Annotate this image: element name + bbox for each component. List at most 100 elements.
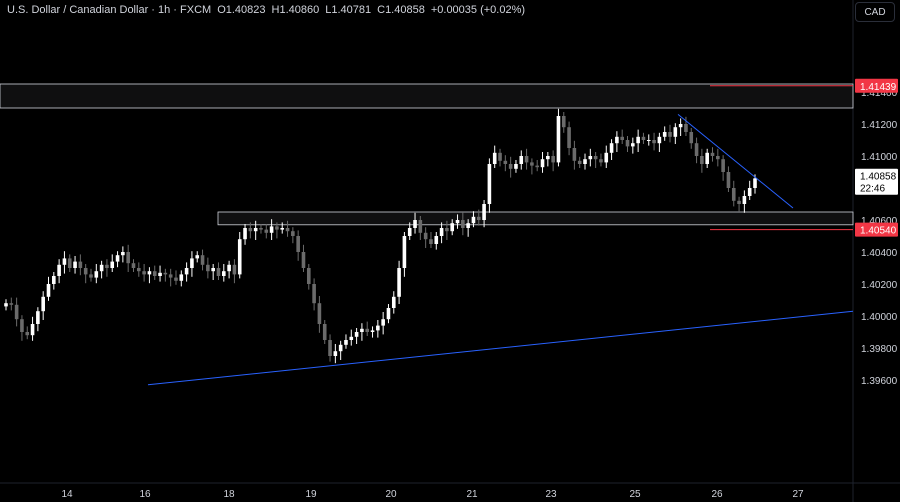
candle-body: [25, 332, 30, 336]
candle-body: [285, 228, 290, 232]
candle-body: [524, 156, 529, 163]
candle-body: [540, 159, 545, 168]
candle-body: [439, 228, 444, 236]
candle-body: [742, 196, 747, 204]
candle-body: [30, 324, 35, 336]
candle-body: [609, 143, 614, 153]
candle-body: [280, 228, 285, 230]
x-tick-label: 18: [223, 489, 235, 500]
candle-body: [365, 328, 370, 332]
candle-body: [423, 232, 428, 240]
candle-body: [370, 330, 375, 332]
x-tick-label: 25: [629, 489, 641, 500]
candle-body: [344, 340, 348, 345]
candle-body: [705, 152, 709, 164]
y-tick-label: 1.41400: [861, 88, 898, 99]
y-tick-label: 1.40600: [861, 216, 898, 227]
candle-body: [57, 264, 61, 276]
y-tick-label: 1.41000: [861, 152, 898, 163]
candle-body: [306, 268, 311, 284]
rising-support-trendline: [147, 310, 854, 386]
candle-body: [700, 156, 704, 164]
candle-body: [620, 136, 624, 140]
y-tick-label: 1.40400: [861, 248, 898, 259]
candle-body: [200, 255, 205, 265]
candle-body: [551, 156, 555, 163]
change-value: +0.00035 (+0.02%): [430, 4, 526, 16]
candle-body: [731, 188, 736, 201]
candle-body: [668, 132, 672, 137]
candle-body: [461, 220, 465, 228]
high-value: H1.40860: [271, 4, 320, 16]
candle-body: [546, 156, 550, 160]
support-price-value: 1.40540: [860, 226, 897, 237]
chart-header: U.S. Dollar / Canadian Dollar · 1h · FXC…: [7, 4, 525, 16]
low-value: L1.40781: [325, 4, 372, 16]
candle-body: [413, 220, 417, 228]
candle-body: [232, 264, 237, 275]
candle-body: [678, 124, 683, 128]
symbol-title[interactable]: U.S. Dollar / Canadian Dollar · 1h · FXC…: [7, 4, 212, 16]
x-tick-label: 27: [792, 489, 804, 500]
candle-body: [237, 239, 242, 275]
candle-body: [535, 165, 540, 168]
candle-body: [689, 132, 694, 144]
candle-body: [482, 204, 486, 220]
candle-body: [583, 159, 587, 164]
candle-body: [312, 284, 316, 304]
candle-body: [418, 220, 423, 233]
candle-body: [747, 188, 752, 196]
candle-body: [253, 228, 258, 232]
x-tick-label: 20: [385, 489, 397, 500]
candle-body: [657, 136, 662, 144]
candle-body: [577, 160, 582, 164]
candle-body: [52, 276, 56, 284]
candle-body: [710, 152, 715, 156]
resistance-price-label: [855, 78, 898, 93]
candle-body: [625, 140, 630, 147]
candle-body: [753, 178, 757, 188]
candle-body: [163, 272, 168, 275]
candle-body: [184, 268, 189, 275]
candle-body: [561, 116, 566, 128]
candle-body: [147, 271, 152, 275]
candle-body: [503, 160, 508, 164]
candle-body: [636, 136, 640, 144]
candle-body: [89, 274, 93, 278]
candle-body: [402, 236, 407, 268]
candle-body: [9, 303, 14, 305]
candle-body: [264, 229, 269, 233]
x-tick-label: 26: [711, 489, 723, 500]
x-tick-label: 19: [305, 489, 317, 500]
ohlc-readout: O1.40823 H1.40860 L1.40781 C1.40858 +0.0…: [217, 4, 525, 16]
currency-button[interactable]: CAD: [855, 2, 895, 22]
candle-body: [41, 296, 45, 312]
candle-body: [248, 228, 253, 232]
candle-body: [391, 296, 396, 308]
candle-body: [62, 258, 67, 265]
last-price-value: 1.40858: [860, 172, 897, 183]
candle-body: [646, 140, 651, 141]
y-tick-label: 1.39800: [861, 344, 898, 355]
candle-body: [36, 311, 40, 324]
candle-body: [269, 226, 274, 233]
resistance-zone: [0, 83, 854, 109]
candle-body: [519, 156, 524, 164]
candle-body: [508, 164, 513, 169]
candle-body: [593, 156, 598, 160]
candle-body: [514, 164, 518, 169]
candle-body: [243, 228, 247, 240]
candle-body: [216, 268, 221, 276]
candle-body: [190, 258, 194, 268]
candle-body: [168, 274, 173, 278]
candle-body: [641, 136, 646, 140]
candle-body: [652, 140, 656, 144]
candle-body: [296, 236, 300, 252]
candle-body: [131, 263, 136, 268]
candle-body: [492, 152, 497, 164]
candle-body: [721, 159, 725, 172]
candle-body: [67, 258, 72, 268]
candle-body: [221, 271, 226, 276]
candle-body: [386, 308, 391, 320]
